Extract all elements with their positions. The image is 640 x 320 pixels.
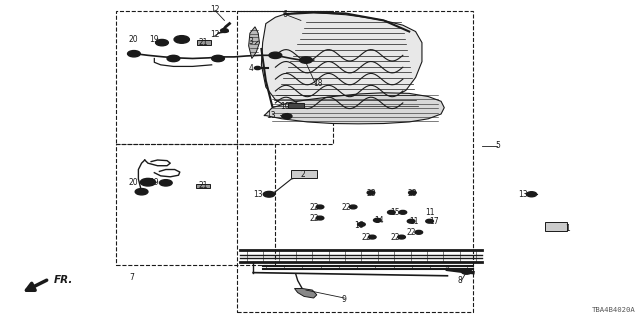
Text: 20: 20 [129,178,138,187]
Text: 5: 5 [495,141,500,150]
Text: 19: 19 [150,35,159,44]
Text: 12: 12 [210,30,220,39]
Circle shape [156,39,168,46]
Bar [116,144,275,265]
Text: 13: 13 [253,190,262,199]
Bar [545,222,567,231]
Circle shape [269,52,282,59]
Bar [237,11,473,312]
Text: 22: 22 [362,233,371,242]
Text: 7: 7 [129,273,134,282]
Circle shape [316,216,324,220]
Polygon shape [248,27,259,59]
Text: 16: 16 [354,220,364,229]
Bar [291,170,317,178]
Text: 1: 1 [565,224,570,233]
Circle shape [461,269,472,274]
Text: 13: 13 [266,111,275,120]
Text: 3: 3 [248,36,253,45]
Text: 15: 15 [390,208,399,217]
Text: 9: 9 [342,295,347,304]
Text: FR.: FR. [54,275,73,285]
Circle shape [397,235,405,239]
Text: 22: 22 [390,233,399,242]
Circle shape [415,230,422,234]
Polygon shape [261,12,422,112]
Text: 22: 22 [309,203,319,212]
Circle shape [358,222,365,226]
Circle shape [167,55,180,62]
Bar [196,184,210,188]
Circle shape [263,191,275,197]
Text: TBA4B4020A: TBA4B4020A [591,307,636,313]
Text: 18: 18 [314,79,323,88]
Text: 8: 8 [458,276,463,285]
Text: 20: 20 [129,35,138,44]
Circle shape [527,192,537,197]
Circle shape [369,235,376,239]
Bar [288,103,304,108]
Text: 11: 11 [425,208,435,217]
Circle shape [254,67,260,69]
Text: 23: 23 [408,189,417,198]
Circle shape [140,178,156,186]
Text: 22: 22 [406,228,415,237]
Circle shape [282,114,292,119]
Text: 12: 12 [210,5,220,14]
Circle shape [316,205,324,209]
Bar [116,11,333,144]
Circle shape [159,180,172,186]
Text: 4: 4 [248,63,253,73]
Circle shape [426,219,433,223]
Text: 23: 23 [366,189,376,198]
Text: 17: 17 [429,217,439,226]
Text: 13: 13 [518,190,528,199]
Circle shape [349,205,357,209]
Circle shape [135,188,148,195]
Circle shape [408,191,416,195]
Text: 21: 21 [199,181,209,190]
Circle shape [407,219,415,223]
Text: 14: 14 [374,216,384,225]
Text: 10: 10 [280,101,290,111]
Text: 11: 11 [409,217,419,226]
Circle shape [221,29,228,32]
Polygon shape [294,288,317,298]
Circle shape [127,51,140,57]
Polygon shape [264,93,444,124]
Text: 6: 6 [282,10,287,19]
Circle shape [212,55,225,62]
Text: 2: 2 [301,170,306,179]
Text: 21: 21 [199,38,209,47]
Circle shape [367,191,375,195]
Circle shape [300,57,312,63]
Text: 19: 19 [150,178,159,187]
Circle shape [388,211,395,214]
Circle shape [399,211,406,214]
Circle shape [174,36,189,43]
Bar [197,40,211,45]
Text: 22: 22 [341,203,351,212]
Text: 22: 22 [309,214,319,223]
Circle shape [374,218,381,222]
